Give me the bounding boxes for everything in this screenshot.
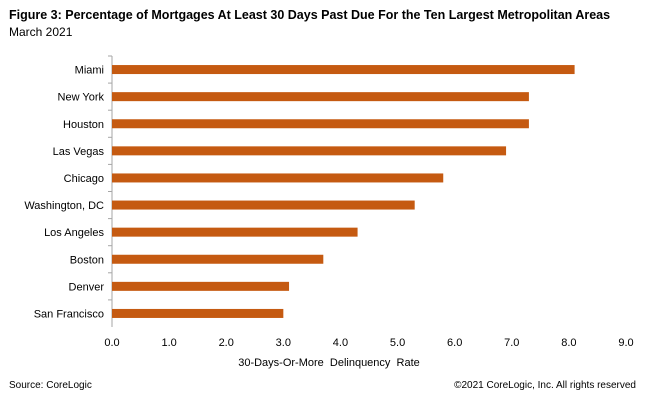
category-label: Las Vegas [53,146,105,158]
bar-washington-dc [112,200,415,210]
x-tick-label: 9.0 [618,337,633,349]
x-tick-label: 2.0 [219,337,234,349]
x-tick-label: 4.0 [333,337,348,349]
x-tick-label: 1.0 [161,337,176,349]
category-label: Boston [70,254,104,266]
x-tick-label: 7.0 [504,337,519,349]
category-label: Denver [69,281,105,293]
category-label: Miami [75,65,104,77]
bar-denver [112,281,290,291]
copyright-note: ©2021 CoreLogic, Inc. All rights reserve… [454,380,636,391]
bar-boston [112,254,324,264]
x-axis-label: 30-Days-Or-More Delinquency Rate [238,357,420,369]
category-label: Houston [63,119,104,131]
x-tick-label: 3.0 [276,337,291,349]
bar-san-francisco [112,308,284,318]
bar-new-york [112,92,529,102]
x-tick-label: 6.0 [447,337,462,349]
bar-houston [112,119,529,129]
category-label: New York [58,92,105,104]
chart-title: Figure 3: Percentage of Mortgages At Lea… [9,8,611,22]
category-label: San Francisco [34,308,104,320]
bar-los-angeles [112,227,358,237]
bar-chicago [112,173,444,183]
category-label: Washington, DC [24,200,104,212]
category-label: Los Angeles [44,227,104,239]
bar-miami [112,65,575,75]
x-tick-label: 5.0 [390,337,405,349]
bar-las-vegas [112,146,507,156]
chart-subtitle: March 2021 [9,25,73,39]
category-label: Chicago [64,173,104,185]
source-note: Source: CoreLogic [9,380,92,391]
x-tick-label: 0.0 [104,337,119,349]
x-tick-label: 8.0 [561,337,576,349]
